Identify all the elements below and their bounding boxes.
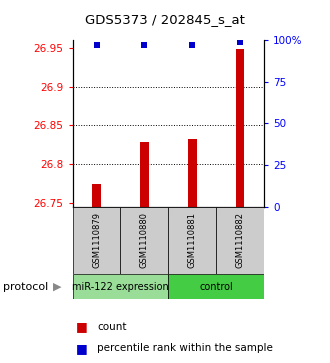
Text: GSM1110880: GSM1110880 <box>140 212 149 269</box>
Bar <box>168 207 216 274</box>
Text: GSM1110881: GSM1110881 <box>188 212 197 269</box>
Bar <box>120 207 168 274</box>
Bar <box>236 49 245 207</box>
Text: count: count <box>97 322 127 332</box>
Text: GSM1110882: GSM1110882 <box>236 212 245 269</box>
Bar <box>92 184 101 207</box>
Bar <box>73 207 120 274</box>
Bar <box>168 274 264 299</box>
Text: ▶: ▶ <box>52 282 61 292</box>
Bar <box>73 274 168 299</box>
Text: ■: ■ <box>76 320 88 333</box>
Text: GSM1110879: GSM1110879 <box>92 212 101 269</box>
Bar <box>216 207 264 274</box>
Text: protocol: protocol <box>3 282 49 292</box>
Bar <box>188 139 197 207</box>
Text: miR-122 expression: miR-122 expression <box>72 282 169 292</box>
Bar <box>140 142 149 207</box>
Text: percentile rank within the sample: percentile rank within the sample <box>97 343 273 354</box>
Text: GDS5373 / 202845_s_at: GDS5373 / 202845_s_at <box>85 13 245 26</box>
Text: control: control <box>199 282 233 292</box>
Text: ■: ■ <box>76 342 88 355</box>
